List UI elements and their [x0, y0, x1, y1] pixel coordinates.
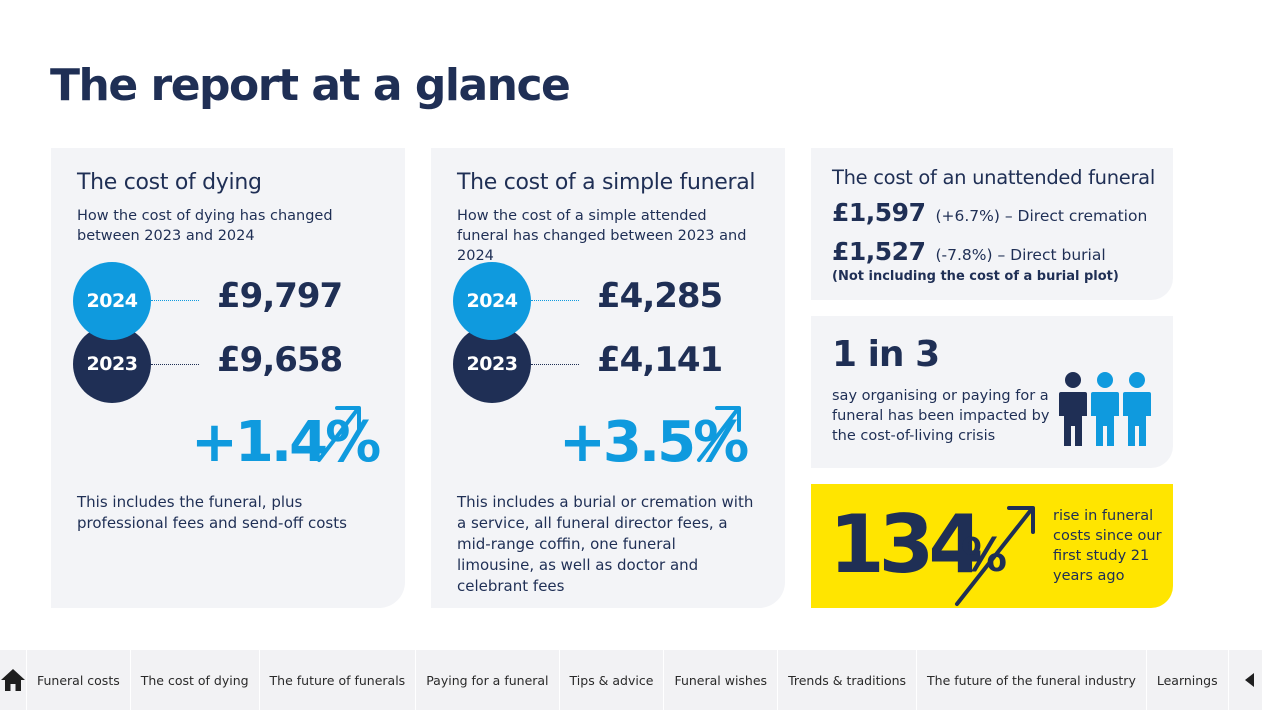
year-2024-circle: 2024: [453, 262, 531, 340]
card-note: This includes the funeral, plus professi…: [77, 493, 347, 532]
dotted-connector: [531, 364, 579, 365]
cost-of-living-card: 1 in 3 say organising or paying for a fu…: [811, 316, 1173, 468]
nav-item-tips-advice[interactable]: Tips & advice: [560, 650, 665, 710]
previous-page-icon[interactable]: [1244, 673, 1255, 687]
nav-item-trends-traditions[interactable]: Trends & traditions: [778, 650, 918, 710]
stat-value: 134: [829, 498, 984, 591]
arrow-up-right-icon: [955, 506, 1035, 606]
burial-price: £1,527: [832, 237, 926, 266]
burial-label: (-7.8%) – Direct burial: [935, 246, 1106, 264]
arrow-up-right-icon: [317, 406, 361, 462]
nav-item-learnings[interactable]: Learnings: [1147, 650, 1229, 710]
bottom-navigation: Funeral costs The cost of dying The futu…: [0, 650, 1262, 710]
nav-item-future-funeral-industry[interactable]: The future of the funeral industry: [917, 650, 1147, 710]
home-icon: [1, 669, 25, 691]
nav-item-future-of-funerals[interactable]: The future of funerals: [260, 650, 417, 710]
cremation-row: £1,597 (+6.7%) – Direct cremation: [832, 198, 1147, 227]
year-2024-circle: 2024: [73, 262, 151, 340]
card-title: The cost of dying: [77, 170, 262, 195]
cremation-label: (+6.7%) – Direct cremation: [935, 207, 1148, 225]
dotted-connector: [151, 300, 199, 301]
nav-item-paying-for-funeral[interactable]: Paying for a funeral: [416, 650, 560, 710]
amount-2023: £4,141: [597, 340, 723, 380]
stat-description: say organising or paying for a funeral h…: [832, 388, 1050, 444]
burial-note: (Not including the cost of a burial plot…: [832, 269, 1119, 284]
nav-item-funeral-wishes[interactable]: Funeral wishes: [664, 650, 779, 710]
dotted-connector: [531, 300, 579, 301]
cremation-price: £1,597: [832, 198, 926, 227]
home-button[interactable]: [0, 650, 27, 710]
page-pager: 3: [1229, 671, 1262, 689]
amount-2023: £9,658: [217, 340, 343, 380]
stat-value: 1 in 3: [832, 334, 940, 375]
stat-unit: %: [961, 528, 1008, 582]
people-group-icon: [1059, 372, 1151, 446]
nav-item-cost-of-dying[interactable]: The cost of dying: [131, 650, 260, 710]
nav-item-funeral-costs[interactable]: Funeral costs: [27, 650, 131, 710]
page-title: The report at a glance: [50, 60, 571, 111]
card-note: This includes a burial or cremation with…: [457, 493, 754, 595]
card-title: The cost of a simple funeral: [457, 170, 756, 195]
unattended-funeral-card: The cost of an unattended funeral £1,597…: [811, 148, 1173, 300]
simple-funeral-card: The cost of a simple funeral How the cos…: [431, 148, 785, 608]
card-title: The cost of an unattended funeral: [832, 166, 1155, 189]
burial-row: £1,527 (-7.8%) – Direct burial: [832, 237, 1106, 266]
stat-description: rise in funeral costs since our first st…: [1053, 508, 1162, 584]
amount-2024: £4,285: [597, 276, 723, 316]
amount-2024: £9,797: [217, 276, 343, 316]
card-subtitle: How the cost of dying has changed betwee…: [77, 208, 333, 244]
card-subtitle: How the cost of a simple attended funera…: [457, 208, 747, 264]
percent-change: +3.5%: [559, 410, 749, 475]
cost-of-dying-card: The cost of dying How the cost of dying …: [51, 148, 405, 608]
arrow-up-right-icon: [697, 406, 741, 462]
funeral-rise-card: 134 % rise in funeral costs since our fi…: [811, 484, 1173, 608]
dotted-connector: [151, 364, 199, 365]
